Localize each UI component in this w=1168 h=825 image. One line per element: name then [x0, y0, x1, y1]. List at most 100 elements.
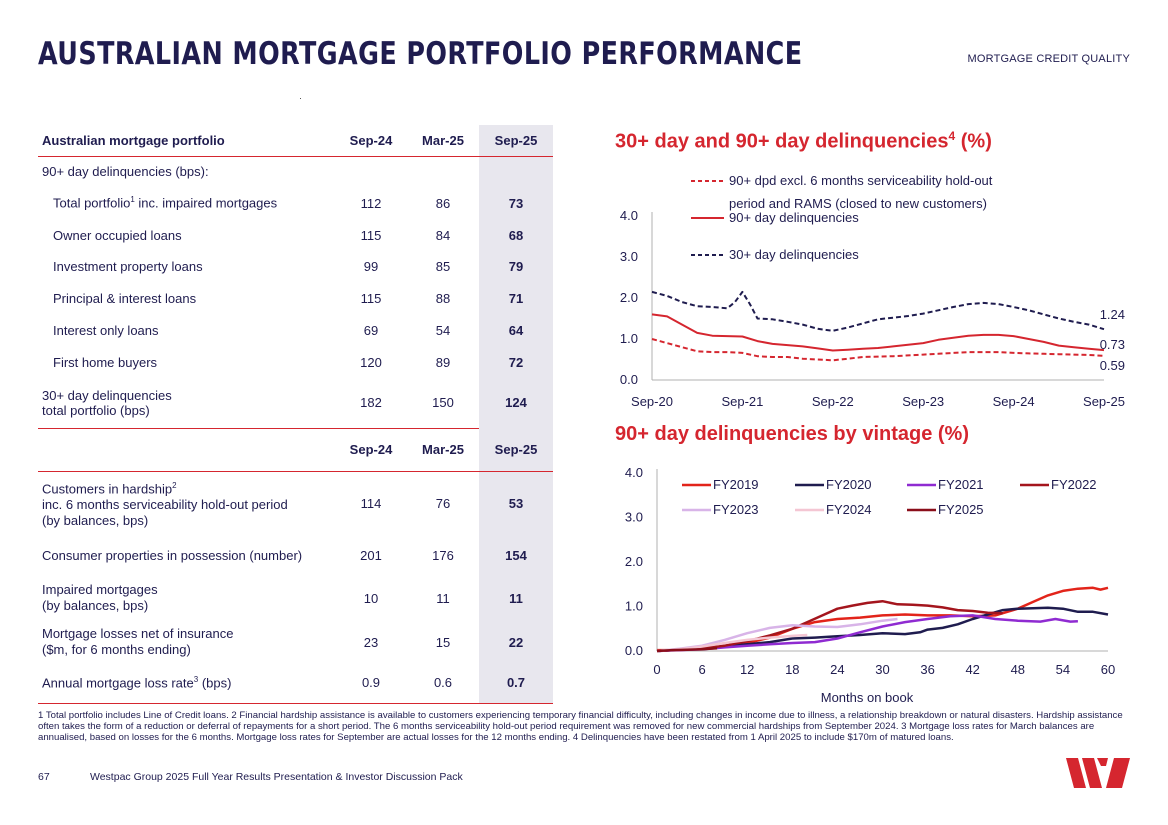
value-sep25: 0.7: [479, 663, 553, 703]
table-row: First home buyers 120 89 72: [38, 346, 553, 378]
value-mar25: 89: [435, 354, 451, 370]
x-tick-label: 24: [830, 662, 844, 677]
value-sep25: 73: [479, 187, 553, 219]
y-tick-label: 2.0: [625, 554, 643, 569]
table-row: Interest only loans 69 54 64: [38, 314, 553, 346]
value-mar25: 76: [435, 495, 451, 511]
mortgage-metrics-table: Sep-24 Mar-25 Sep-25 Customers in hardsh…: [38, 428, 553, 704]
y-tick-label: 2.0: [620, 290, 638, 305]
legend-label: period and RAMS (closed to new customers…: [729, 196, 987, 211]
value-sep24: 10: [363, 590, 379, 606]
footnote: 1 Total portfolio includes Line of Credi…: [38, 710, 1123, 743]
value-sep25: 68: [479, 219, 553, 251]
x-tick-label: 60: [1101, 662, 1115, 677]
series-line: [656, 606, 1109, 653]
x-tick-label: 30: [875, 662, 889, 677]
x-tick-label: 48: [1011, 662, 1025, 677]
row-label: First home buyers: [53, 354, 158, 370]
x-tick-label: 12: [740, 662, 754, 677]
x-tick-label: Sep-22: [812, 394, 854, 409]
row-label: Mortgage losses net of insurance ($m, for…: [42, 626, 234, 657]
value-mar25: 88: [435, 290, 451, 306]
value-sep24: 114: [360, 495, 382, 511]
legend-label: FY2023: [713, 502, 759, 517]
series-line: [651, 338, 1105, 362]
data-label: 0.59: [1100, 358, 1125, 373]
value-mar25: 85: [435, 259, 451, 274]
legend-label: FY2022: [1051, 477, 1097, 492]
value-sep25: 124: [479, 378, 553, 428]
value-mar25: 86: [435, 195, 451, 211]
value-mar25: 54: [435, 322, 451, 338]
value-sep25: 72: [479, 346, 553, 378]
row-label: Impaired mortgages (by balances, bps): [42, 582, 158, 613]
westpac-logo-icon: W: [1066, 758, 1130, 788]
header-mar25: Mar-25: [422, 441, 464, 457]
page-number: 67: [38, 771, 50, 783]
header-sep24: Sep-24: [349, 441, 393, 457]
table-header-row: Sep-24 Mar-25 Sep-25: [38, 428, 553, 471]
value-sep25: 71: [479, 282, 553, 314]
y-tick-label: 3.0: [625, 510, 643, 525]
footer-text: Westpac Group 2025 Full Year Results Pre…: [90, 771, 463, 783]
x-tick-label: Sep-23: [902, 394, 944, 409]
header-sep24: Sep-24: [349, 132, 393, 148]
value-mar25: 176: [432, 547, 454, 563]
legend-label: 90+ day delinquencies: [729, 210, 859, 225]
section-label: 90+ day delinquencies (bps):: [42, 164, 209, 180]
y-tick-label: 4.0: [620, 208, 638, 223]
row-label: Investment property loans: [53, 259, 203, 274]
series-line: [656, 647, 718, 653]
x-tick-label: 42: [965, 662, 979, 677]
section-label-row: 90+ day delinquencies (bps):: [38, 156, 553, 187]
legend-label: FY2021: [938, 477, 984, 492]
value-sep25: 154: [479, 535, 553, 575]
value-mar25: 84: [435, 227, 451, 243]
decorative-dot: [300, 98, 301, 99]
table-row: Consumer properties in possession (numbe…: [38, 535, 553, 575]
table-row: Impaired mortgages (by balances, bps) 10 …: [38, 575, 553, 621]
value-sep24: 201: [360, 547, 382, 563]
legend-label: 90+ dpd excl. 6 months serviceability ho…: [729, 173, 993, 188]
table-row: Mortgage losses net of insurance ($m, for…: [38, 621, 553, 663]
value-mar25: 0.6: [433, 675, 453, 691]
x-tick-label: 18: [785, 662, 799, 677]
series-line: [656, 633, 808, 653]
x-tick-label: 0: [653, 662, 660, 677]
y-tick-label: 1.0: [625, 599, 643, 614]
row-label: Consumer properties in possession (numbe…: [42, 547, 303, 563]
value-sep24: 23: [363, 634, 379, 650]
value-sep24: 99: [363, 259, 379, 274]
value-sep24: 182: [360, 395, 382, 411]
chart2-title: 90+ day delinquencies by vintage (%): [615, 423, 970, 445]
value-sep24: 115: [360, 290, 382, 306]
legend-label: FY2025: [938, 502, 984, 517]
legend-label: FY2024: [826, 502, 872, 517]
row-label: 30+ day delinquencies total portfolio (bp…: [42, 387, 172, 418]
series-line: [656, 617, 898, 653]
table-row: Principal & interest loans 115 88 71: [38, 282, 553, 314]
series-line: [651, 313, 1105, 352]
x-tick-label: 6: [698, 662, 705, 677]
row-label: Annual mortgage loss rate3 (bps): [42, 675, 232, 691]
y-tick-label: 0.0: [620, 372, 638, 387]
series-line: [657, 586, 1109, 652]
x-tick-label: Sep-25: [1083, 394, 1125, 409]
table-header-row: Australian mortgage portfolio Sep-24 Mar…: [38, 125, 553, 156]
value-mar25: 150: [432, 395, 454, 411]
table-row: Customers in hardship2 inc. 6 months serv…: [38, 471, 553, 535]
x-tick-label: Sep-20: [631, 394, 673, 409]
legend-label: 30+ day delinquencies: [729, 247, 859, 262]
y-tick-label: 3.0: [620, 249, 638, 264]
x-tick-label: 54: [1056, 662, 1070, 677]
header-label: Australian mortgage portfolio: [42, 132, 225, 148]
table-row: Annual mortgage loss rate3 (bps) 0.9 0.6…: [38, 663, 553, 703]
value-sep24: 115: [360, 227, 382, 243]
y-tick-label: 1.0: [620, 331, 638, 346]
value-sep25: 53: [479, 471, 553, 535]
header-mar25: Mar-25: [422, 132, 464, 148]
legend-label: FY2020: [826, 477, 872, 492]
x-tick-label: Sep-24: [993, 394, 1035, 409]
data-label: 1.24: [1100, 307, 1125, 322]
value-sep25: 11: [479, 575, 553, 621]
